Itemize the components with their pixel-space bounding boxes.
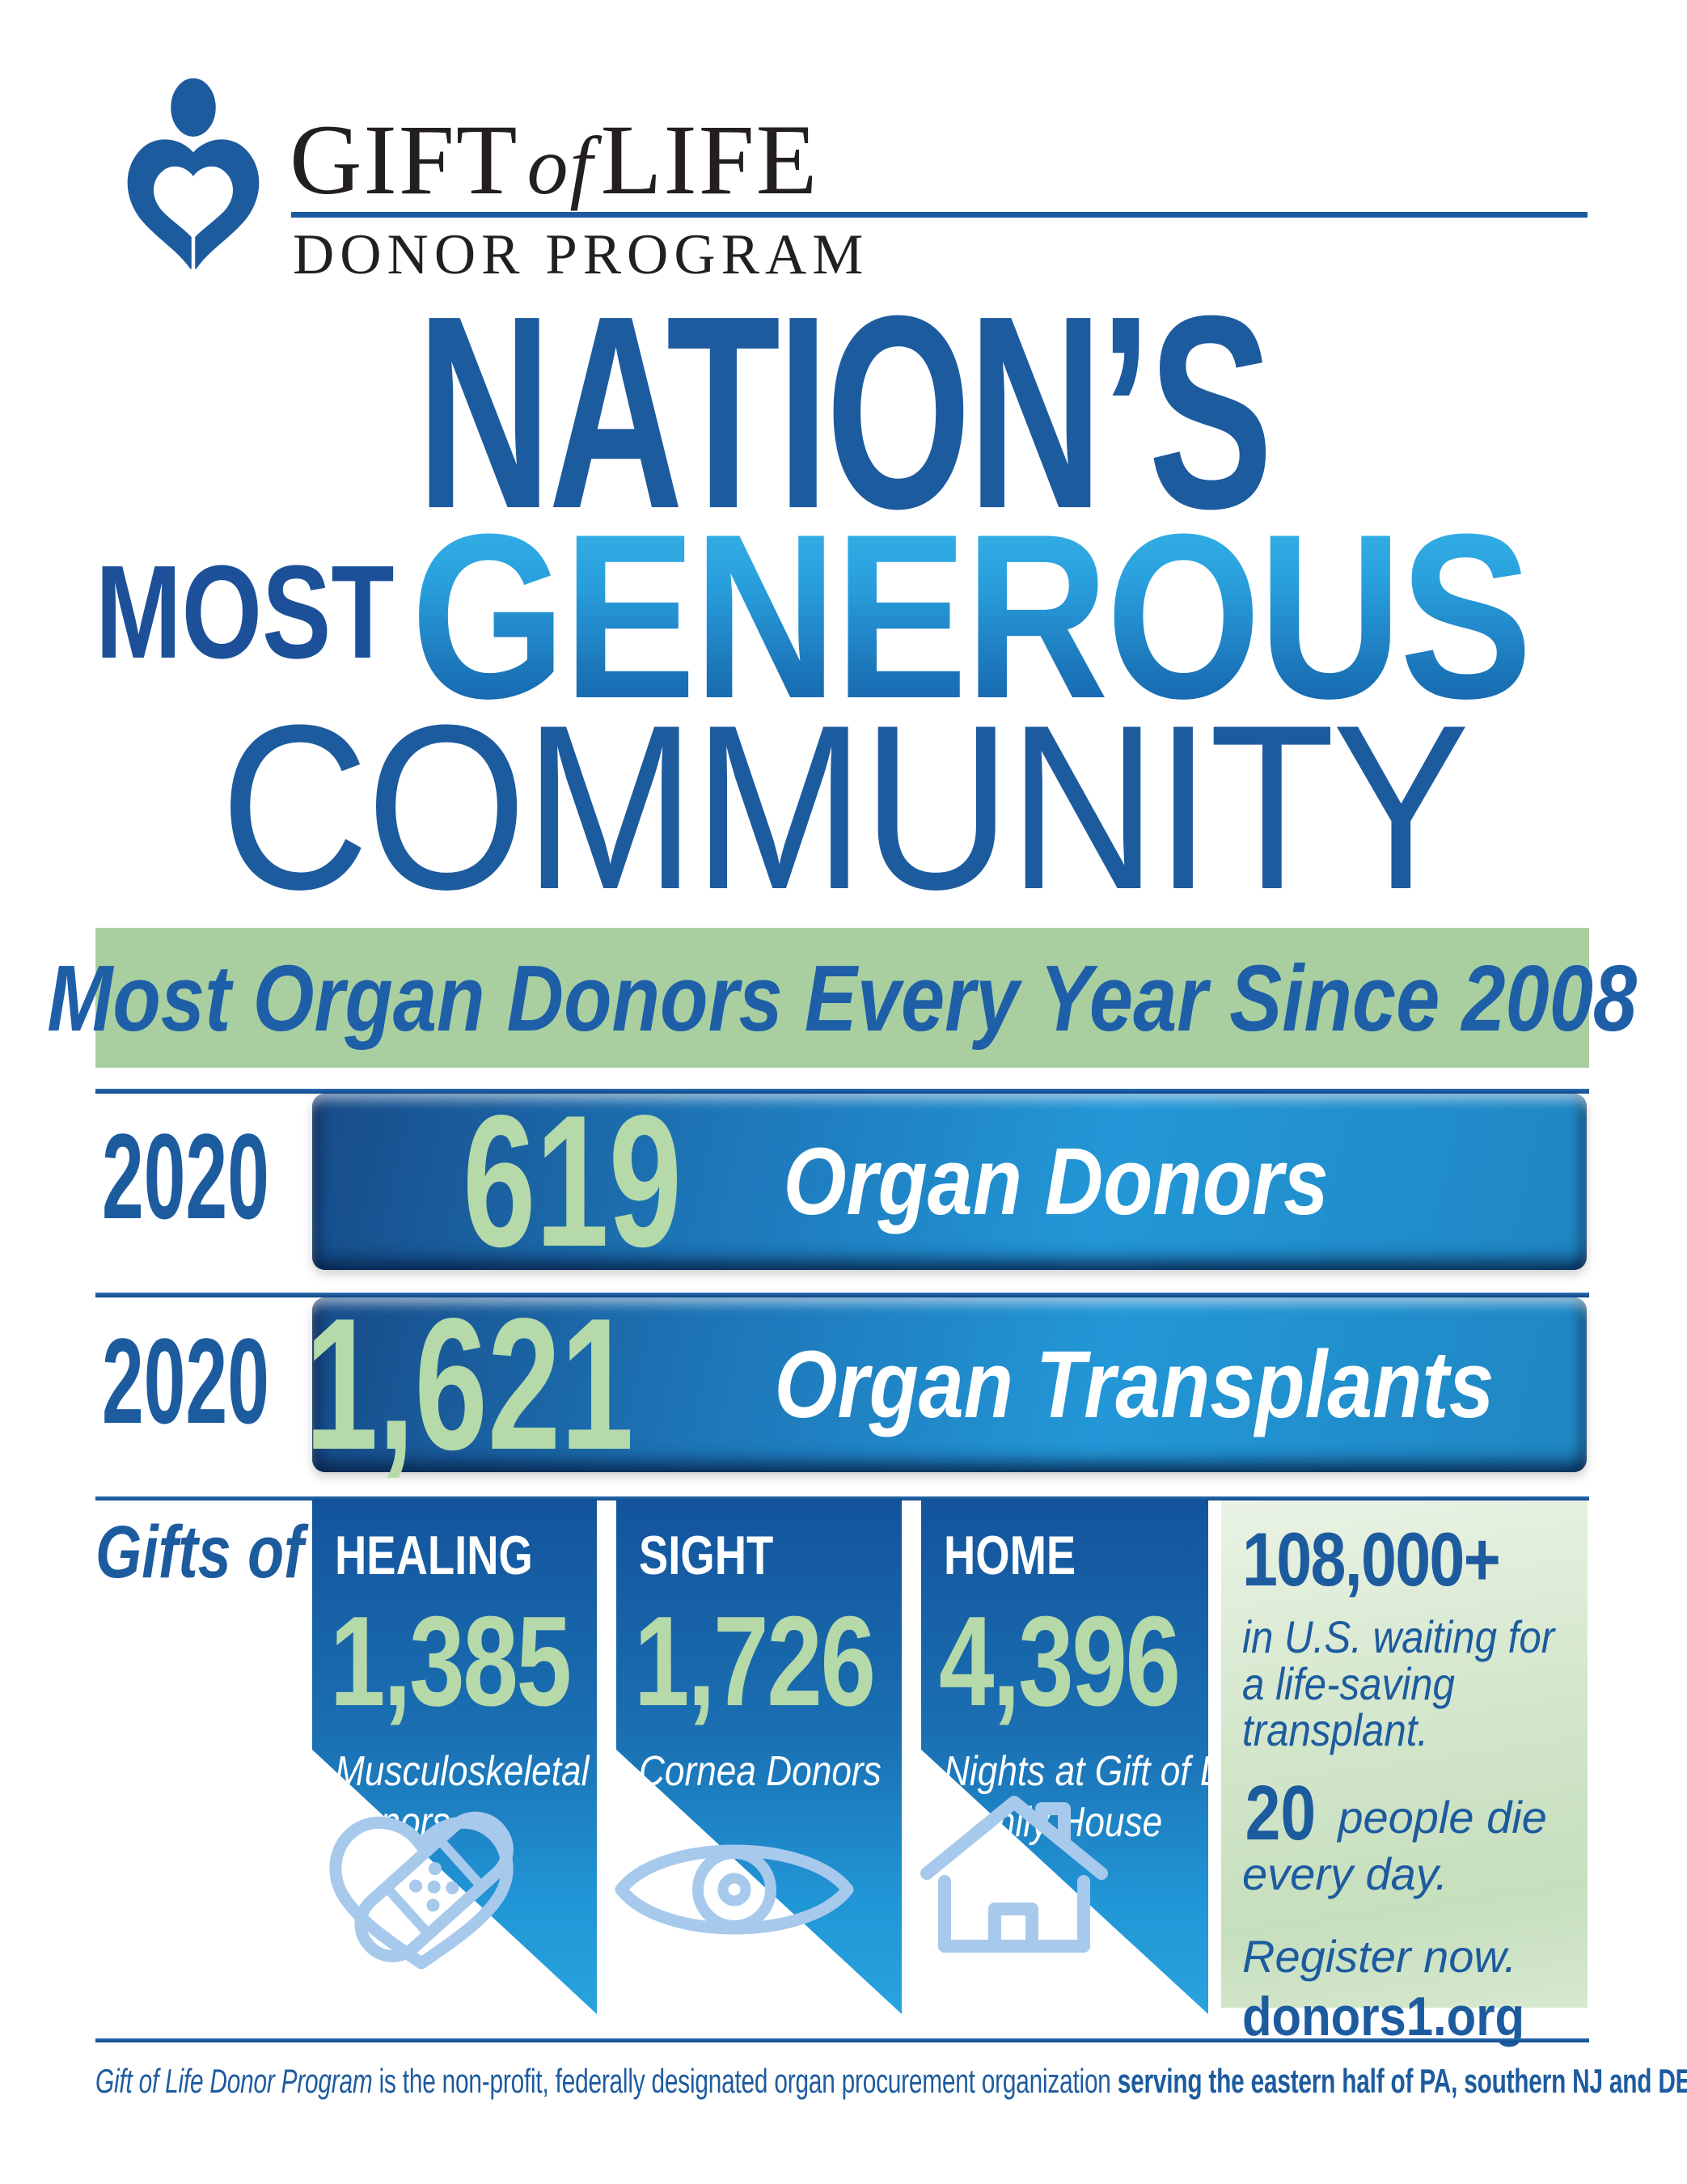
bar-organ-transplants: 1,621 Organ Transplants (305, 1291, 1587, 1479)
house-icon (920, 1796, 1108, 1953)
deaths-value: 20 (1245, 1770, 1317, 1857)
headline-generous: GENEROUS (411, 485, 1533, 747)
headline-most: MOST (95, 538, 395, 686)
home-header: HOME (944, 1525, 1076, 1586)
divider-rule (95, 1293, 1589, 1297)
divider-rule (95, 1089, 1589, 1094)
register-now-label: Register now. (1242, 1931, 1517, 1983)
bar2-year: 2020 (102, 1313, 269, 1449)
headline-line1: NATION’S (416, 259, 1274, 566)
brand-wordmark: GIFTofLIFE (290, 110, 818, 210)
bar1-label: Organ Donors (783, 1128, 1329, 1235)
sight-value: 1,726 (634, 1590, 876, 1733)
healing-value: 1,385 (330, 1590, 572, 1733)
home-value: 4,396 (939, 1590, 1181, 1733)
bar1-year: 2020 (102, 1108, 269, 1244)
bar2-label: Organ Transplants (774, 1331, 1495, 1438)
waiting-list-panel: 108,000+ in U.S. waiting for a life-savi… (1221, 1500, 1588, 2044)
brand-of: of (526, 120, 594, 211)
eye-icon (615, 1844, 854, 1935)
footer-text: Gift of Life Donor Program is the non-pr… (95, 2061, 1687, 2101)
heart-bandage-icon (329, 1811, 514, 1970)
brand-gift: GIFT (290, 104, 519, 215)
healing-header: HEALING (335, 1525, 533, 1586)
banner-most-organ-donors: Most Organ Donors Every Year Since 2008 (48, 928, 1637, 1068)
waiting-stat: 108,000+ (1242, 1517, 1501, 1602)
footer-middle: is the non-profit, federally designated … (378, 2062, 1111, 2100)
gift-of-life-person-heart-logo-icon (127, 76, 260, 273)
sight-caption: Cornea Donors (639, 1748, 882, 1795)
divider-rule (95, 1496, 1589, 1500)
sight-header: SIGHT (639, 1525, 774, 1586)
bar1-value: 619 (462, 1077, 682, 1286)
footer-service-area: serving the eastern half of PA, southern… (1117, 2062, 1687, 2100)
banner-text: Most Organ Donors Every Year Since 2008 (47, 945, 1638, 1051)
footer-rule (95, 2038, 1589, 2042)
brand-subtitle: DONOR PROGRAM (293, 223, 869, 286)
bar2-value: 1,621 (305, 1280, 634, 1489)
bar-organ-donors: 619 Organ Donors (312, 1088, 1587, 1276)
brand-life: LIFE (600, 104, 819, 215)
gifts-intro-label: Gifts of (95, 1511, 304, 1594)
headline-community: COMMUNITY (220, 676, 1469, 938)
deaths-note: 20 people die every day. (1242, 1770, 1582, 1903)
footer-org-name: Gift of Life Donor Program (95, 2062, 373, 2100)
donors1-link[interactable]: donors1.org (1242, 1986, 1525, 2048)
brand-rule (291, 212, 1588, 218)
waiting-stat-caption: in U.S. waiting for a life-saving transp… (1242, 1611, 1555, 1756)
deaths-caption: people die every day. (1242, 1792, 1547, 1900)
